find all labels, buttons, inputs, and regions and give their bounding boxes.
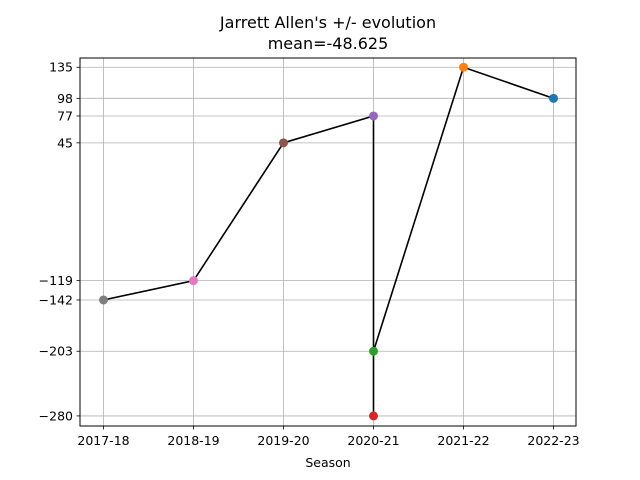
y-tick-label: −119 bbox=[39, 273, 73, 288]
data-point bbox=[369, 111, 378, 121]
x-axis: 2017-18 2018-19 2019-20 2020-21 2021-22 2022-… bbox=[77, 426, 580, 448]
x-tick-label: 2019-20 bbox=[257, 433, 309, 448]
y-tick-label: −203 bbox=[39, 344, 73, 359]
data-point bbox=[279, 138, 288, 148]
y-tick-label: 135 bbox=[49, 60, 73, 75]
y-axis: 135 98 77 45 −119 −142 −203 −280 bbox=[39, 60, 80, 423]
x-tick-label: 2021-22 bbox=[437, 433, 489, 448]
series-line bbox=[103, 66, 554, 416]
y-tick-label: 98 bbox=[57, 91, 73, 106]
x-tick-label: 2017-18 bbox=[77, 433, 129, 448]
y-tick-label: 45 bbox=[57, 135, 73, 150]
chart-title: Jarrett Allen's +/- evolution bbox=[219, 13, 436, 32]
data-point bbox=[189, 276, 198, 286]
y-tick-label: −142 bbox=[39, 292, 73, 307]
grid bbox=[80, 58, 576, 426]
x-tick-label: 2020-21 bbox=[347, 433, 399, 448]
x-tick-label: 2022-23 bbox=[527, 433, 579, 448]
data-point bbox=[99, 295, 108, 305]
chart-subtitle: mean=-48.625 bbox=[268, 34, 389, 53]
markers bbox=[99, 62, 558, 421]
x-tick-label: 2018-19 bbox=[167, 433, 219, 448]
x-axis-label: Season bbox=[305, 455, 350, 470]
series-polyline bbox=[103, 66, 554, 416]
data-point bbox=[459, 62, 468, 72]
data-point bbox=[549, 93, 558, 103]
y-tick-label: −280 bbox=[39, 408, 73, 423]
data-point bbox=[369, 411, 378, 421]
data-point bbox=[369, 346, 378, 356]
y-tick-label: 77 bbox=[57, 108, 73, 123]
plot-area-frame bbox=[79, 57, 577, 427]
